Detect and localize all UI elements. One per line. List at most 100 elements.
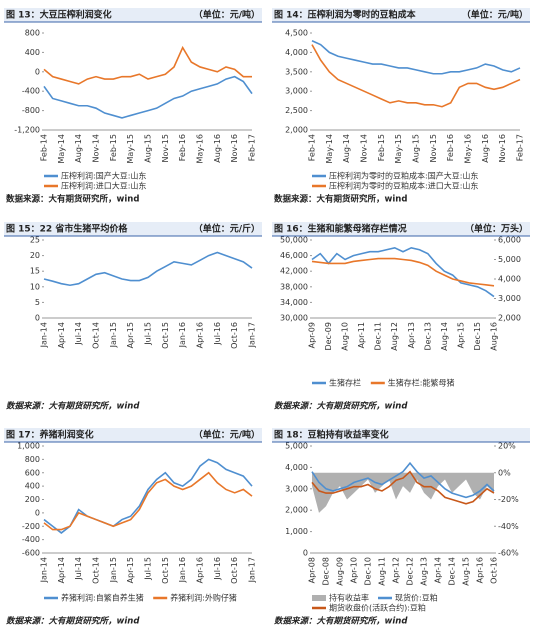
line bbox=[43, 458, 253, 534]
x-tick-label: May-16 bbox=[464, 134, 473, 163]
x-tick-label: May-15 bbox=[394, 134, 403, 163]
legend-label: 压榨利润为零时的豆粕成本:国产大豆:山东 bbox=[329, 171, 478, 181]
x-tick-label: Nov-15 bbox=[161, 134, 170, 162]
y2-tick-label: -40% bbox=[498, 522, 519, 531]
x-tick-label: Feb-17 bbox=[248, 134, 257, 161]
legend-label: 压榨利润:国产大豆:山东 bbox=[61, 171, 146, 181]
legend-label: 生猪存栏 bbox=[329, 378, 361, 388]
x-tick-label: Apr-10 bbox=[350, 557, 359, 583]
y-tick-label: 400 bbox=[25, 48, 40, 57]
panel-title: 图 16：生猪和能繁母猪存栏情况 bbox=[274, 223, 407, 235]
source-note: 数据来源：大有期货研究所，wind bbox=[6, 194, 139, 205]
y-tick-label: 3,500 bbox=[285, 67, 308, 76]
y-tick-label: -400 bbox=[22, 87, 40, 96]
y-tick-label: 2,000 bbox=[285, 506, 308, 515]
x-tick-label: Jul-16 bbox=[213, 557, 222, 581]
x-tick-label: Oct-16 bbox=[230, 557, 239, 584]
line bbox=[43, 471, 253, 531]
x-tick-label: Jan-15 bbox=[109, 557, 118, 583]
x-tick-label: Apr-14 bbox=[57, 557, 66, 583]
area bbox=[312, 472, 494, 513]
x-tick-label: Apr-16 bbox=[196, 322, 205, 348]
x-tick-label: Aug-10 bbox=[341, 322, 350, 351]
x-tick-label: Apr-15 bbox=[126, 322, 135, 348]
y2-tick-label: -60% bbox=[498, 549, 519, 558]
x-tick-label: Nov-14 bbox=[92, 134, 101, 162]
y-tick-label: -1,200 bbox=[14, 126, 40, 135]
source-note: 数据来源：大有期货研究所，wind bbox=[6, 616, 140, 627]
x-tick-label: Jan-17 bbox=[248, 322, 257, 348]
x-tick-label: Feb-15 bbox=[109, 134, 118, 161]
y-tick-label: 0 bbox=[35, 508, 40, 517]
legend-label: 生猪存栏:能繁母猪 bbox=[388, 378, 455, 388]
x-tick-label: Feb-15 bbox=[377, 134, 386, 161]
x-tick-label: Dec-08 bbox=[322, 557, 331, 586]
line bbox=[311, 40, 521, 75]
x-tick-label: Aug-14 bbox=[74, 134, 83, 163]
y-tick-label: 34,000 bbox=[280, 298, 308, 307]
source-note: 数据来源：大有期货研究所，wind bbox=[274, 616, 408, 627]
y2-tick-label: 2,000 bbox=[498, 314, 521, 323]
x-tick-label: Aug-15 bbox=[462, 557, 471, 586]
y-tick-label: 4,000 bbox=[285, 463, 308, 472]
x-tick-label: Dec-10 bbox=[364, 557, 373, 586]
x-tick-label: Nov-15 bbox=[429, 134, 438, 162]
x-tick-label: Jan-14 bbox=[40, 557, 49, 583]
x-tick-label: Oct-16 bbox=[230, 322, 239, 349]
x-tick-label: Aug-09 bbox=[336, 557, 345, 586]
line bbox=[311, 246, 495, 298]
x-tick-label: Dec-09 bbox=[324, 322, 333, 351]
panel-title: 图 13：大豆压榨利润变化 bbox=[6, 9, 112, 21]
y2-tick-label: 3,000 bbox=[498, 294, 521, 303]
panel-unit: （单位：元/吨） bbox=[194, 429, 260, 441]
x-tick-label: Apr-16 bbox=[476, 557, 485, 583]
x-tick-label: Oct-16 bbox=[490, 557, 499, 584]
x-tick-label: Oct-14 bbox=[92, 557, 101, 584]
header-bg bbox=[4, 8, 262, 22]
y-tick-label: 38,000 bbox=[280, 282, 308, 291]
panel-unit: （单位：元/吨） bbox=[462, 9, 528, 21]
legend-label: 现货价:豆粕 bbox=[395, 593, 438, 603]
x-tick-label: Jan-16 bbox=[178, 322, 187, 348]
source-note: 数据来源：大有期货研究所，wind bbox=[274, 194, 407, 205]
line bbox=[43, 75, 253, 119]
x-tick-label: Aug-15 bbox=[412, 134, 421, 163]
legend-label: 持有收益率 bbox=[329, 593, 369, 603]
header-bg bbox=[272, 222, 530, 236]
x-tick-label: Jul-15 bbox=[144, 322, 153, 346]
x-tick-label: Apr-13 bbox=[407, 322, 416, 348]
y2-tick-label: 5,000 bbox=[498, 255, 521, 264]
y-tick-label: 1,000 bbox=[285, 527, 308, 536]
y-tick-label: 600 bbox=[25, 468, 40, 477]
x-tick-label: Jul-14 bbox=[74, 322, 83, 346]
legend-label: 压榨利润为零时的豆粕成本:进口大豆:山东 bbox=[329, 181, 478, 191]
y-tick-label: 0 bbox=[303, 549, 308, 558]
x-tick-label: Nov-16 bbox=[230, 134, 239, 162]
y2-tick-label: 20% bbox=[498, 442, 516, 451]
x-tick-label: Jan-15 bbox=[109, 322, 118, 348]
line bbox=[311, 257, 495, 287]
x-tick-label: Dec-11 bbox=[374, 322, 383, 351]
y-tick-label: 4,000 bbox=[285, 48, 308, 57]
y-tick-label: 15 bbox=[30, 267, 40, 276]
x-tick-label: Aug-12 bbox=[390, 322, 399, 351]
panel-title: 图 15：22 省市生猪平均价格 bbox=[6, 223, 128, 235]
x-tick-label: Aug-15 bbox=[144, 134, 153, 163]
x-tick-label: Feb-14 bbox=[40, 134, 49, 161]
legend-swatch bbox=[312, 595, 326, 601]
x-tick-label: May-16 bbox=[196, 134, 205, 163]
x-tick-label: Jul-15 bbox=[144, 557, 153, 581]
legend-label: 养猪利润:外购仔猪 bbox=[170, 593, 237, 603]
header-bg bbox=[272, 8, 530, 22]
x-tick-label: Apr-15 bbox=[456, 322, 465, 348]
y-tick-label: 25 bbox=[30, 236, 40, 245]
y-tick-label: 4,500 bbox=[285, 29, 308, 38]
y-tick-label: -400 bbox=[22, 535, 40, 544]
x-tick-label: Aug-11 bbox=[378, 557, 387, 586]
x-tick-label: Apr-14 bbox=[434, 557, 443, 583]
y-tick-label: 2,500 bbox=[285, 106, 308, 115]
line bbox=[311, 470, 495, 505]
panel-unit: （单位：元/斤） bbox=[194, 223, 260, 235]
x-tick-label: Jan-17 bbox=[248, 557, 257, 583]
y-tick-label: 20 bbox=[30, 251, 40, 260]
